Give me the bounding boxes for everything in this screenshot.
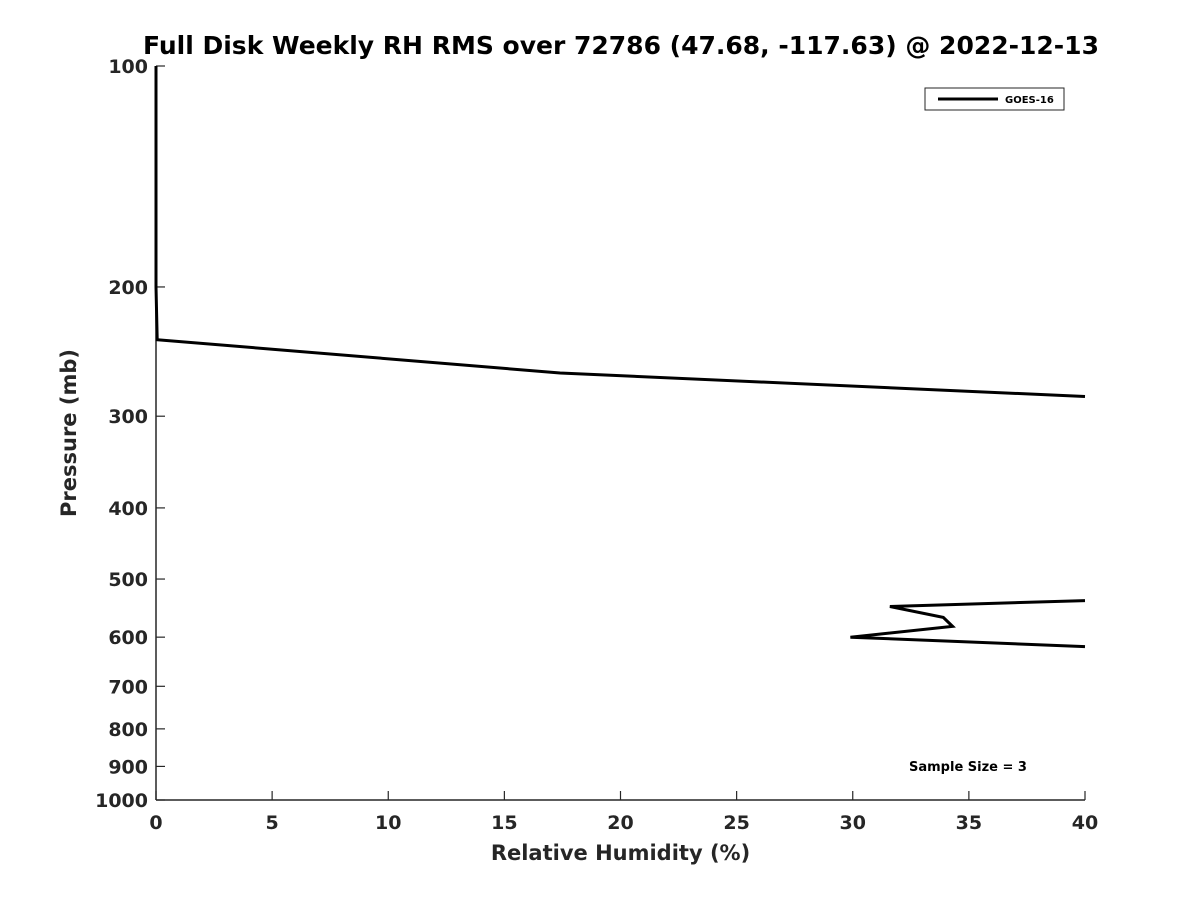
y-tick-label: 600	[108, 627, 148, 649]
series-layer	[154, 66, 1086, 649]
series-line-goes-16	[154, 66, 1086, 398]
y-tick-label: 700	[108, 676, 148, 698]
x-tick-label: 10	[375, 812, 401, 834]
y-tick-label: 400	[108, 498, 148, 520]
y-axis-label: Pressure (mb)	[57, 349, 81, 517]
y-ticks: 100 200 300 400 500 600 700 800 900 1000	[95, 56, 165, 812]
y-tick-label: 100	[108, 56, 148, 78]
y-tick-label: 500	[108, 569, 148, 591]
series-line-goes-16	[850, 599, 1086, 649]
y-tick-label: 800	[108, 719, 148, 741]
legend-entry-label: GOES-16	[1005, 95, 1054, 106]
y-tick-label: 900	[108, 756, 148, 778]
y-tick-label: 1000	[95, 790, 148, 812]
y-tick-label: 300	[108, 406, 148, 428]
plot-area: 0 5 10 15 20 25 30 35 40 100 200 300 400 500 600 700 80…	[95, 56, 1098, 834]
x-tick-label: 5	[266, 812, 279, 834]
chart-title: Full Disk Weekly RH RMS over 72786 (47.6…	[143, 31, 1099, 60]
x-tick-label: 25	[723, 812, 749, 834]
x-ticks: 0 5 10 15 20 25 30 35 40	[149, 791, 1098, 834]
x-tick-label: 35	[956, 812, 982, 834]
x-tick-label: 0	[149, 812, 162, 834]
x-tick-label: 30	[840, 812, 866, 834]
x-tick-label: 20	[607, 812, 633, 834]
y-tick-label: 200	[108, 277, 148, 299]
legend: GOES-16	[924, 87, 1065, 111]
x-tick-label: 40	[1072, 812, 1098, 834]
sample-size-annotation: Sample Size = 3	[909, 760, 1027, 775]
x-axis-label: Relative Humidity (%)	[491, 841, 750, 865]
x-tick-label: 15	[491, 812, 517, 834]
